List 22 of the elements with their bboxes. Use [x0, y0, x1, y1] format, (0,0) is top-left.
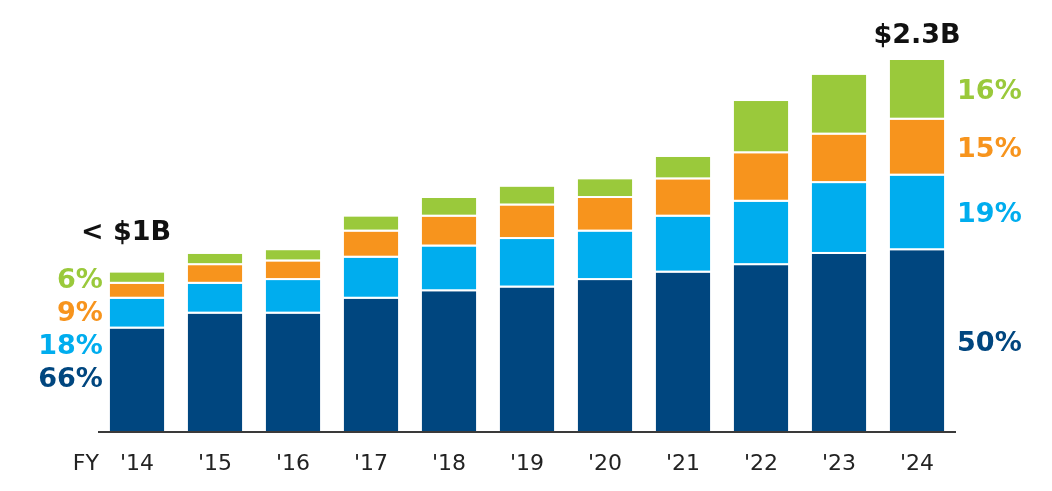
x-tick-label: '23: [821, 450, 857, 475]
text: $2.3B: [873, 18, 961, 49]
annotation: 18%: [38, 328, 103, 360]
x-tick-label: '22: [743, 450, 779, 475]
x-tick-label: '16: [275, 450, 311, 475]
x-tick-label: '15: [197, 450, 233, 475]
x-tick-label: '21: [665, 450, 701, 475]
text: 50%: [957, 325, 1022, 357]
x-tick-label: '14: [119, 450, 155, 475]
x-tick-label: '19: [509, 450, 545, 475]
x-tick-label: '18: [431, 450, 467, 475]
x-tick-label: '20: [587, 450, 623, 475]
annotation: 66%: [38, 361, 103, 393]
x-tick-label: '24: [899, 450, 935, 475]
text: 19%: [957, 196, 1022, 228]
annotation: < $1B: [80, 214, 172, 246]
text: 16%: [957, 73, 1022, 105]
annotation: 9%: [57, 295, 103, 327]
x-tick-label: '17: [353, 450, 389, 475]
text: 15%: [957, 131, 1022, 163]
text: FY: [72, 450, 100, 475]
annotation: 6%: [57, 262, 103, 294]
